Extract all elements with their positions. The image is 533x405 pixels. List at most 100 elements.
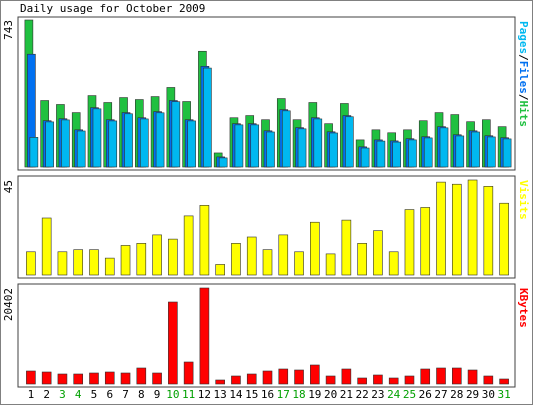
legend-separator: / [517,94,530,101]
x-tick-label: 6 [106,388,113,401]
bar [199,205,210,276]
bar [168,238,178,276]
bar [234,124,244,168]
x-tick-label: 22 [356,388,369,401]
y-tick-label: 45 [2,180,15,193]
x-tick-label: 17 [277,388,290,401]
x-tick-label: 16 [261,388,274,401]
bar [278,234,289,276]
legend-entry: Hits [517,101,530,128]
x-tick-label: 26 [419,388,432,401]
x-tick-label: 8 [138,388,145,401]
bar [203,67,212,168]
bar [246,236,257,276]
legend: KBytes [517,288,530,328]
x-tick-label: 23 [371,388,384,401]
bar [487,136,496,168]
bar [120,245,131,276]
bar [325,253,336,276]
bar [215,379,225,385]
bar [76,130,86,168]
bar [250,124,260,168]
bar [266,131,275,168]
bar [297,128,307,168]
bar [124,113,133,168]
bar [357,377,367,385]
bar [408,139,417,168]
x-tick-label: 29 [466,388,479,401]
bar [376,140,386,168]
bar [89,249,99,276]
bar [41,371,52,385]
bar [262,249,273,276]
x-tick-label: 3 [59,388,66,401]
x-tick-label: 11 [182,388,195,401]
legend: Visits [517,180,530,220]
y-tick-label: 743 [2,20,15,40]
legend-entry: Visits [517,180,530,220]
legend: Pages/Files/Hits [517,21,530,127]
bar [29,137,39,168]
bar [45,121,54,168]
bar [187,120,196,168]
bar [499,378,509,385]
bar [483,375,494,385]
x-tick-label: 27 [434,388,447,401]
bar [92,108,102,168]
bar [341,219,352,276]
x-tick-label: 12 [198,388,211,401]
bar [155,112,165,168]
bar [120,372,131,385]
bar [420,368,431,385]
x-tick-label: 18 [292,388,305,401]
x-tick-label: 10 [166,388,179,401]
bar [451,183,462,276]
bar [451,367,462,385]
bar [499,202,509,276]
bar [104,371,115,385]
bar [41,217,52,276]
x-tick-label: 19 [308,388,321,401]
panel [17,283,516,388]
bar [373,230,383,276]
bar [357,243,367,276]
bar [218,157,228,168]
bar [313,118,323,168]
bar [140,118,149,168]
bar [108,120,118,168]
bar [483,186,494,276]
chart-title: Daily usage for October 2009 [20,2,205,15]
bar [61,119,70,168]
bar [183,361,194,385]
bar [152,234,162,276]
bar [294,251,304,276]
bar [152,372,162,385]
x-tick-label: 24 [387,388,401,401]
bar [392,141,401,168]
bar [420,207,431,276]
bar [26,370,36,385]
x-tick-label: 2 [43,388,50,401]
bar [136,367,147,385]
x-tick-label: 31 [497,388,510,401]
x-tick-label: 5 [91,388,98,401]
legend-entry: Files [517,61,530,94]
x-tick-label: 28 [450,388,463,401]
bar [73,373,84,385]
bar [325,375,336,385]
bar [329,132,338,168]
bar [455,135,465,168]
bar [231,243,241,276]
x-tick-label: 9 [154,388,161,401]
x-tick-label: 14 [229,388,243,401]
y-tick-label: 20402 [2,288,15,321]
legend-entry: KBytes [517,288,530,328]
bar [215,264,225,276]
x-tick-label: 15 [245,388,258,401]
x-tick-label: 13 [214,388,227,401]
bar [345,116,354,168]
bar [73,249,84,276]
bar [471,131,480,168]
x-tick-label: 7 [122,388,129,401]
